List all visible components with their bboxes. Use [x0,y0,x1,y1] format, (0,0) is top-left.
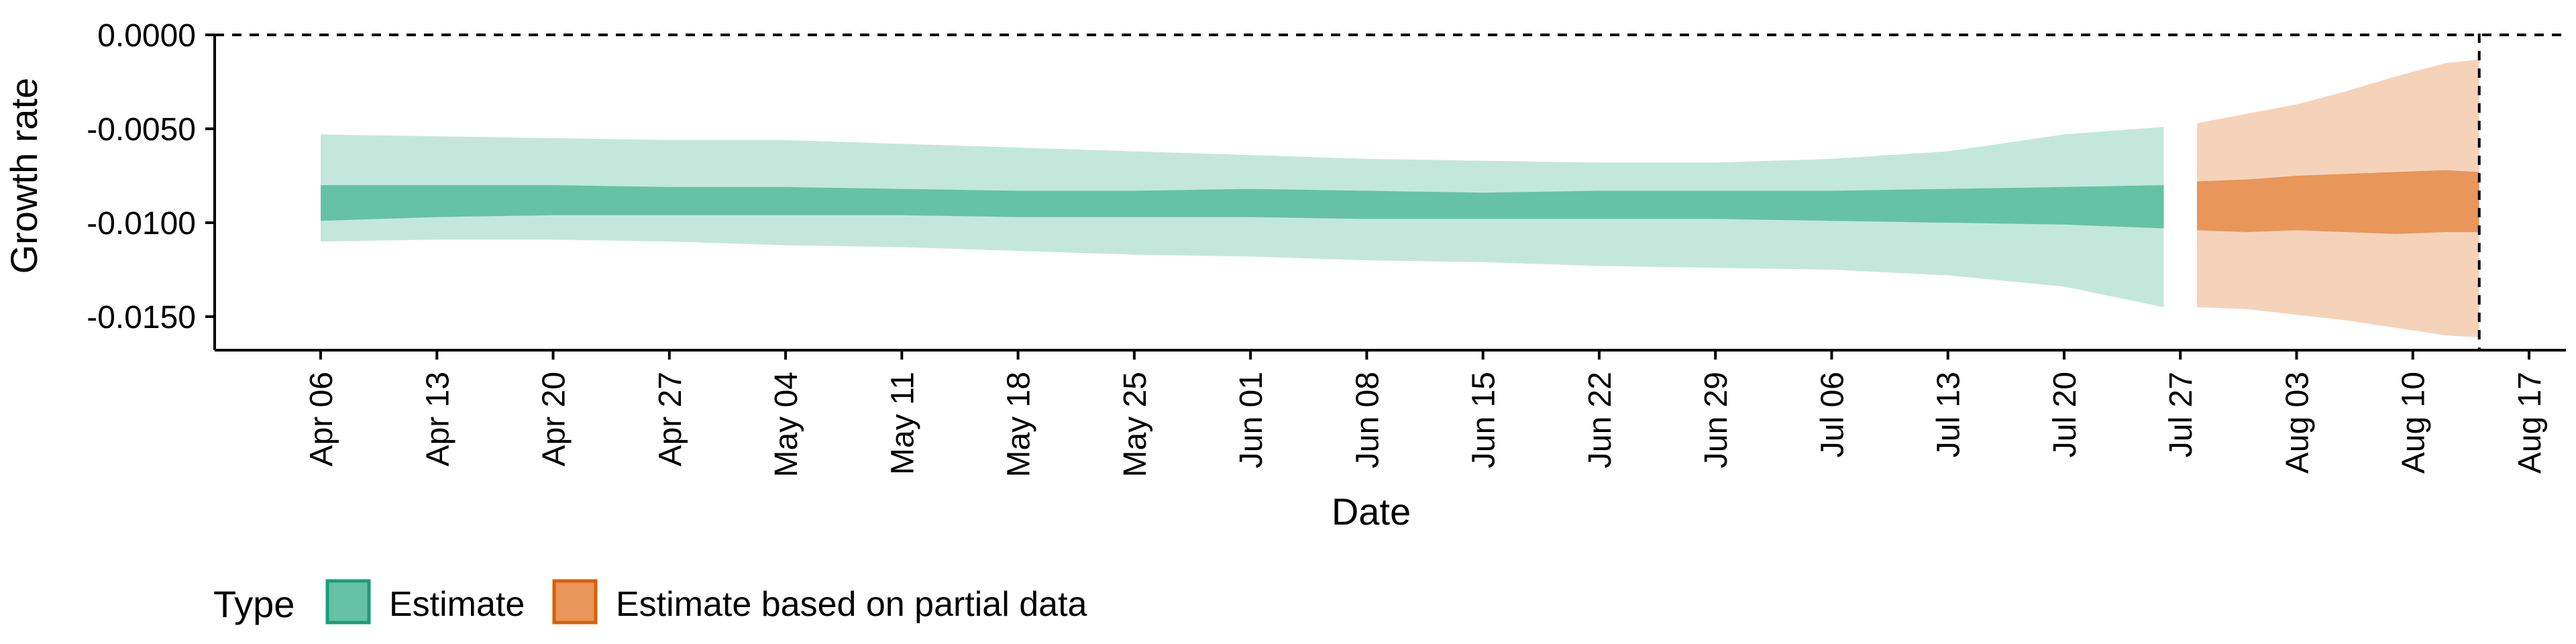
x-tick-label: May 25 [1118,372,1153,477]
legend-label-1: Estimate [389,585,525,624]
x-tick-label: Jul 06 [1815,372,1850,458]
estimate-based-on-partial-data-inner-band [2197,170,2479,234]
x-tick-label: Jun 01 [1234,372,1269,468]
x-tick-label: Jul 27 [2163,372,2199,458]
x-tick-label: May 18 [1002,372,1037,477]
y-axis-title: Growth rate [3,78,45,274]
legend-key-2 [552,579,598,625]
x-tick-label: Jun 15 [1466,372,1502,468]
y-axis-ticks: 0.0000 -0.0050 -0.0100 -0.0150 [87,18,215,335]
legend-key-1 [325,579,371,625]
legend-items: Estimate Estimate based on partial data [325,579,1087,625]
band-layer [321,59,2479,337]
x-axis-title: Date [1332,490,1411,533]
x-tick-label: Apr 20 [537,372,572,466]
x-tick-label: Jun 22 [1582,372,1618,468]
x-tick-label: Apr 13 [420,372,455,466]
legend-title: Type [213,583,294,625]
x-tick-label: Jun 29 [1699,372,1734,468]
reference-lines [215,34,2566,350]
x-tick-label: Jul 13 [1931,372,1967,458]
estimate-inner-band [321,185,2164,229]
x-tick-label: Aug 17 [2512,372,2548,474]
x-tick-label: Aug 10 [2396,372,2432,474]
x-tick-label: Jul 20 [2047,372,2083,458]
y-tick-label: -0.0050 [87,112,196,148]
x-tick-label: Apr 27 [653,372,688,466]
y-tick-label: -0.0150 [87,300,196,335]
legend-label-2: Estimate based on partial data [616,585,1087,624]
y-tick-label: -0.0100 [87,206,196,241]
x-tick-label: Apr 06 [304,372,339,466]
x-tick-label: May 11 [885,372,920,475]
x-axis-ticks: Apr 06 Apr 13 Apr 20 Apr 27 May 04 May 11 May … [304,350,2548,477]
y-tick-label: 0.0000 [97,18,196,54]
x-tick-label: Jun 08 [1350,372,1385,468]
axes [213,34,2566,352]
legend: Type Estimate Estimate based on partial d… [213,579,1087,625]
x-tick-label: May 04 [769,372,804,477]
x-tick-label: Aug 03 [2280,372,2316,474]
